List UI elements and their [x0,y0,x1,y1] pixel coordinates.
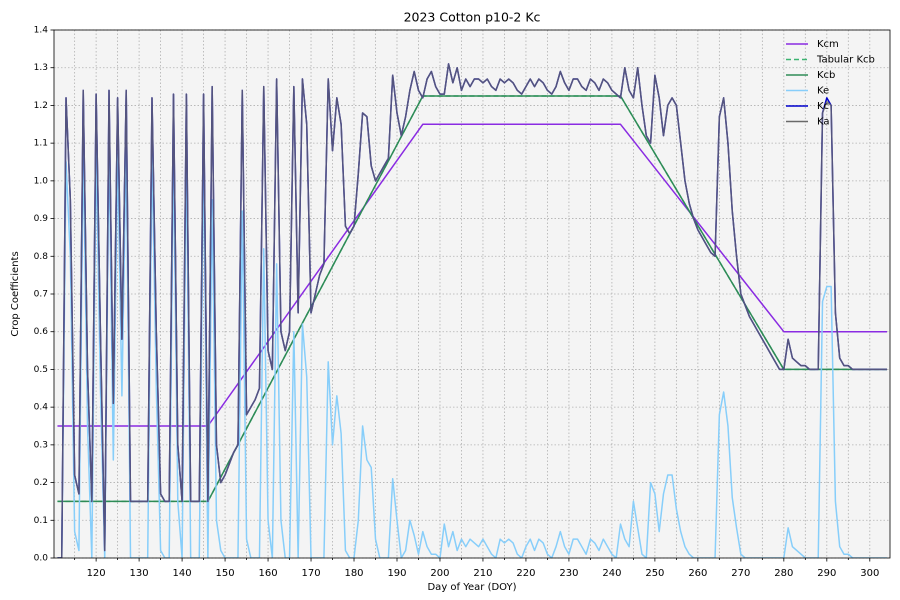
y-tick-label: 0.0 [34,554,49,564]
y-tick-label: 0.6 [34,327,49,337]
y-tick-label: 1.1 [34,139,48,149]
y-tick-label: 0.1 [34,516,48,526]
y-tick-label: 0.7 [34,290,48,300]
x-tick-label: 130 [130,568,149,579]
x-tick-label: 190 [387,568,406,579]
x-tick-label: 300 [860,568,879,579]
y-tick-label: 0.9 [34,214,49,224]
x-tick-label: 210 [473,568,492,579]
legend-label: Ka [817,117,830,128]
y-tick-label: 1.3 [34,63,48,73]
y-tick-label: 1.4 [34,26,49,36]
series-line [57,63,887,558]
x-tick-label: 150 [216,568,235,579]
x-tick-label: 180 [344,568,363,579]
y-tick-label: 1.2 [34,101,48,111]
y-tick-label: 0.4 [34,403,49,413]
legend-label: Ke [817,86,829,97]
x-axis-label: Day of Year (DOY) [427,582,516,593]
x-tick-label: 250 [645,568,664,579]
y-tick-label: 0.5 [34,365,48,375]
legend-label: Kcb [817,70,835,81]
x-tick-label: 290 [817,568,836,579]
series-line [57,146,887,558]
legend-label: Tabular Kcb [816,55,875,66]
legend-label: Kcm [817,39,839,50]
x-tick-label: 280 [774,568,793,579]
y-axis-label: Crop Coefficients [10,251,21,336]
x-tick-label: 220 [516,568,535,579]
y-tick-label: 1.0 [34,176,49,186]
x-tick-label: 240 [602,568,621,579]
chart-title: 2023 Cotton p10-2 Kc [404,10,541,25]
legend-label: Kc [817,101,829,112]
x-tick-label: 140 [173,568,192,579]
x-tick-label: 230 [559,568,578,579]
y-tick-label: 0.8 [34,252,49,262]
y-tick-label: 0.3 [34,440,48,450]
x-tick-label: 260 [688,568,707,579]
x-tick-label: 160 [259,568,278,579]
y-tick-label: 0.2 [34,478,48,488]
x-tick-label: 170 [301,568,320,579]
x-tick-label: 120 [87,568,106,579]
axes-frame [53,29,891,559]
x-tick-label: 200 [430,568,449,579]
x-tick-label: 270 [731,568,750,579]
